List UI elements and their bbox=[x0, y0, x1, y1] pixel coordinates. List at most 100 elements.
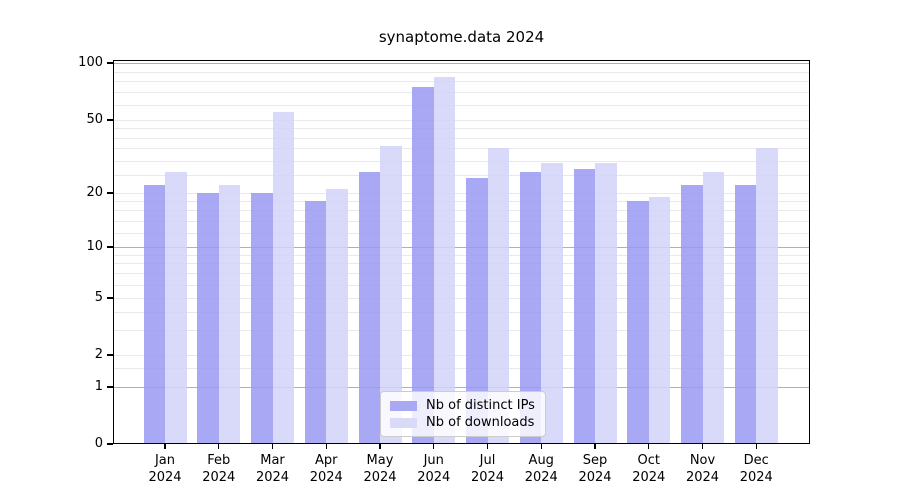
x-tick-label-apr: Apr 2024 bbox=[309, 453, 343, 485]
minor-gridline bbox=[113, 368, 810, 370]
y-tick-mark bbox=[107, 192, 113, 194]
bar-distinct-ips-apr bbox=[304, 201, 327, 444]
x-tick-label-jun: Jun 2024 bbox=[417, 453, 451, 485]
bar-distinct-ips-may bbox=[358, 172, 380, 444]
minor-gridline bbox=[113, 298, 810, 299]
x-tick-mark bbox=[594, 444, 596, 449]
bar-distinct-ips-nov bbox=[681, 185, 703, 444]
bar-distinct-ips-oct bbox=[627, 201, 649, 444]
bar-downloads-nov bbox=[702, 172, 724, 444]
x-tick-mark bbox=[701, 444, 704, 449]
minor-gridline bbox=[113, 120, 810, 121]
legend-label-distinct-ips: Nb of distinct IPs bbox=[426, 398, 535, 413]
minor-gridline bbox=[113, 355, 810, 356]
bar-distinct-ips-jul bbox=[466, 178, 488, 444]
minor-gridline bbox=[113, 128, 810, 130]
y-tick-mark bbox=[107, 62, 113, 64]
y-tick-label: 1 bbox=[94, 379, 103, 394]
minor-gridline bbox=[113, 201, 810, 203]
y-tick-label: 5 bbox=[94, 290, 103, 305]
bar-distinct-ips-feb bbox=[197, 193, 219, 444]
x-tick-mark bbox=[271, 444, 274, 449]
minor-gridline bbox=[113, 311, 810, 313]
x-tick-mark bbox=[164, 444, 166, 449]
bar-distinct-ips-aug bbox=[519, 172, 542, 444]
minor-gridline bbox=[113, 329, 810, 331]
y-tick-mark bbox=[107, 297, 113, 299]
bar-downloads-feb bbox=[218, 185, 241, 444]
major-gridline bbox=[113, 387, 810, 388]
bar-downloads-jul bbox=[487, 148, 509, 444]
minor-gridline bbox=[113, 148, 810, 150]
y-tick-label: 10 bbox=[86, 239, 103, 254]
x-tick-mark bbox=[755, 444, 757, 449]
x-tick-mark bbox=[540, 444, 542, 449]
bar-distinct-ips-jan bbox=[143, 185, 165, 444]
y-tick-mark bbox=[107, 354, 113, 356]
minor-gridline bbox=[113, 210, 810, 212]
legend-entry-downloads: Nb of downloads bbox=[390, 415, 536, 430]
y-tick-label: 20 bbox=[86, 185, 103, 200]
bar-downloads-aug bbox=[541, 163, 563, 444]
x-tick-label-oct: Oct 2024 bbox=[632, 453, 666, 485]
minor-gridline bbox=[113, 284, 810, 286]
minor-gridline bbox=[113, 273, 810, 275]
y-tick-mark bbox=[107, 386, 113, 388]
bar-downloads-mar bbox=[272, 112, 294, 444]
x-tick-label-jul: Jul 2024 bbox=[470, 453, 505, 485]
y-tick-label: 0 bbox=[94, 436, 103, 451]
bar-distinct-ips-sep bbox=[573, 169, 595, 444]
plot-area bbox=[113, 60, 810, 444]
bar-downloads-sep bbox=[595, 163, 617, 444]
chart-title: synaptome.data 2024 bbox=[378, 28, 545, 46]
x-tick-label-mar: Mar 2024 bbox=[255, 453, 290, 485]
minor-gridline bbox=[113, 81, 810, 83]
x-tick-label-dec: Dec 2024 bbox=[739, 453, 773, 485]
x-tick-label-nov: Nov 2024 bbox=[685, 453, 720, 485]
x-tick-mark bbox=[486, 444, 489, 449]
minor-gridline bbox=[113, 232, 810, 234]
x-tick-label-aug: Aug 2024 bbox=[524, 453, 558, 485]
major-gridline bbox=[113, 247, 810, 248]
minor-gridline bbox=[113, 137, 810, 139]
bar-distinct-ips-jun bbox=[412, 86, 434, 444]
y-tick-mark bbox=[107, 443, 113, 445]
legend-swatch-distinct-ips bbox=[390, 400, 417, 411]
x-tick-mark bbox=[433, 444, 435, 449]
x-tick-mark bbox=[379, 444, 381, 449]
minor-gridline bbox=[113, 220, 810, 222]
bar-downloads-oct bbox=[648, 196, 671, 444]
x-tick-label-feb: Feb 2024 bbox=[202, 453, 236, 485]
x-tick-label-may: May 2024 bbox=[363, 453, 397, 485]
legend-label-downloads: Nb of downloads bbox=[426, 415, 535, 430]
minor-gridline bbox=[113, 160, 810, 162]
x-tick-mark bbox=[325, 444, 327, 449]
y-tick-label: 2 bbox=[94, 347, 103, 362]
bar-downloads-dec bbox=[756, 148, 778, 444]
y-tick-mark bbox=[107, 246, 113, 248]
y-tick-label: 50 bbox=[86, 112, 103, 127]
x-tick-label-sep: Sep 2024 bbox=[578, 453, 612, 485]
minor-gridline bbox=[113, 71, 810, 73]
bar-downloads-may bbox=[380, 146, 402, 444]
bar-distinct-ips-dec bbox=[734, 185, 757, 444]
legend: Nb of distinct IPs Nb of downloads bbox=[380, 391, 546, 437]
legend-swatch-downloads bbox=[390, 417, 417, 428]
x-tick-mark bbox=[218, 444, 220, 449]
minor-gridline bbox=[113, 92, 810, 94]
bar-downloads-jan bbox=[165, 172, 187, 444]
bar-downloads-jun bbox=[433, 77, 456, 444]
y-tick-label: 100 bbox=[78, 55, 103, 70]
minor-gridline bbox=[113, 105, 810, 106]
major-gridline bbox=[113, 63, 810, 64]
bar-distinct-ips-mar bbox=[251, 193, 273, 444]
y-tick-mark bbox=[107, 119, 113, 121]
minor-gridline bbox=[113, 263, 810, 265]
legend-entry-distinct-ips: Nb of distinct IPs bbox=[390, 398, 536, 413]
minor-gridline bbox=[113, 175, 810, 177]
x-tick-mark bbox=[648, 444, 650, 449]
minor-gridline bbox=[113, 193, 810, 194]
x-tick-label-jan: Jan 2024 bbox=[148, 453, 182, 485]
bar-downloads-apr bbox=[326, 189, 348, 444]
